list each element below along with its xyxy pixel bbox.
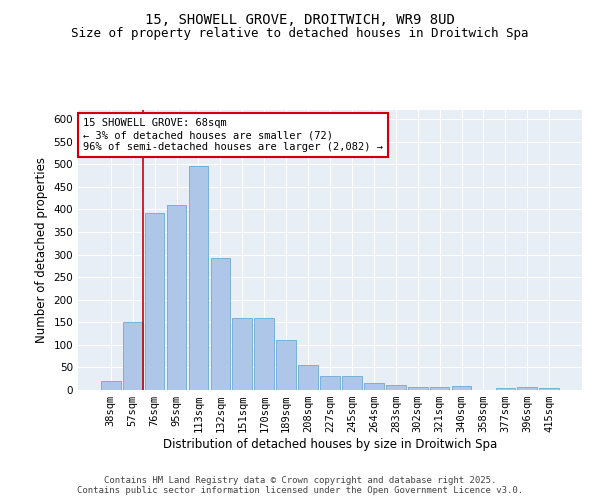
Text: 15, SHOWELL GROVE, DROITWICH, WR9 8UD: 15, SHOWELL GROVE, DROITWICH, WR9 8UD — [145, 12, 455, 26]
Y-axis label: Number of detached properties: Number of detached properties — [35, 157, 48, 343]
Bar — [430, 387, 449, 390]
Bar — [211, 258, 230, 390]
Bar — [123, 322, 143, 390]
Bar — [408, 387, 428, 390]
Bar — [298, 365, 318, 390]
Text: Size of property relative to detached houses in Droitwich Spa: Size of property relative to detached ho… — [71, 28, 529, 40]
Bar — [188, 166, 208, 390]
Bar — [364, 383, 384, 390]
Bar — [517, 388, 537, 390]
Bar — [167, 205, 187, 390]
Bar — [320, 376, 340, 390]
Bar — [101, 381, 121, 390]
Text: Contains HM Land Registry data © Crown copyright and database right 2025.
Contai: Contains HM Land Registry data © Crown c… — [77, 476, 523, 495]
Text: 15 SHOWELL GROVE: 68sqm
← 3% of detached houses are smaller (72)
96% of semi-det: 15 SHOWELL GROVE: 68sqm ← 3% of detached… — [83, 118, 383, 152]
Bar — [386, 386, 406, 390]
Bar — [254, 318, 274, 390]
Bar — [496, 388, 515, 390]
Bar — [342, 376, 362, 390]
Bar — [145, 212, 164, 390]
Bar — [276, 340, 296, 390]
X-axis label: Distribution of detached houses by size in Droitwich Spa: Distribution of detached houses by size … — [163, 438, 497, 451]
Bar — [452, 386, 472, 390]
Bar — [232, 318, 252, 390]
Bar — [539, 388, 559, 390]
